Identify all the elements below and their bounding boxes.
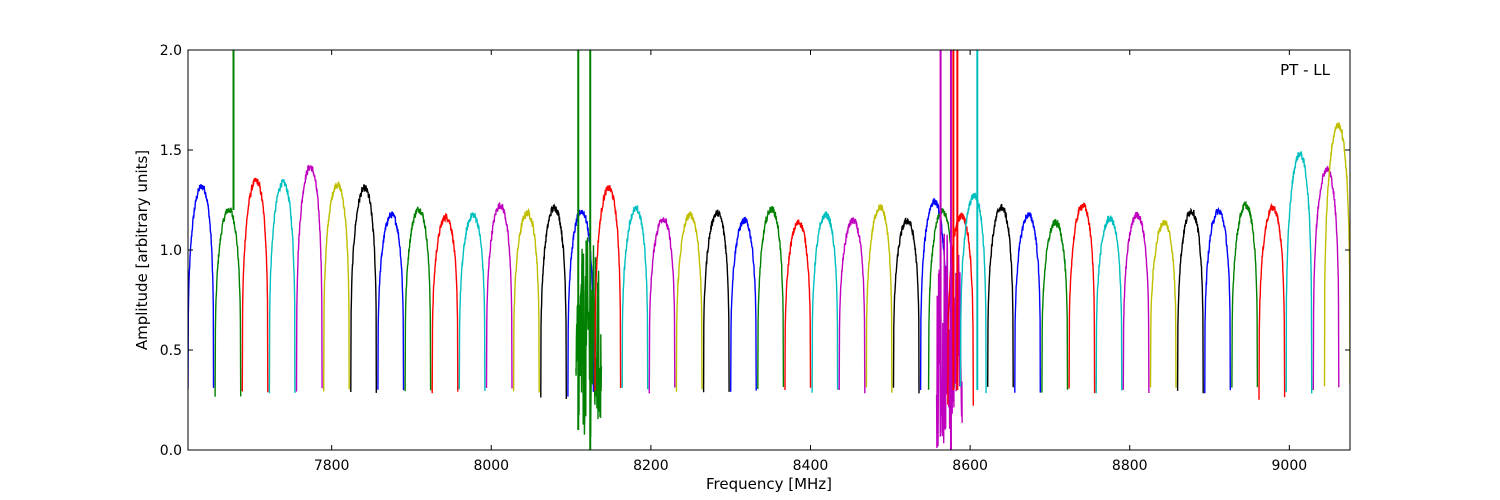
- x-tick-label-5: 8600: [952, 458, 988, 474]
- series-line-22: [730, 216, 757, 392]
- y-tick-label-3: 1.0: [160, 243, 182, 259]
- series-line-12: [485, 202, 513, 389]
- y-tick-label-5: 2.0: [160, 43, 182, 59]
- series-line-8: [377, 211, 405, 391]
- series-line-4: [268, 179, 296, 394]
- series-line-16: [575, 237, 603, 438]
- series-line-27: [865, 204, 893, 393]
- ticks-layer: 7800 8000 8200 8400 8600 8800 9000 0.0 0.5 1.0 1.5…: [160, 43, 1350, 474]
- series-line-11: [458, 211, 486, 391]
- series-layer: [188, 50, 1350, 450]
- series-line-21: [702, 209, 730, 393]
- series-line-41: [1176, 207, 1204, 394]
- series-line-3: [241, 177, 269, 393]
- series-line-39: [1122, 211, 1150, 394]
- series-line-5: [295, 164, 323, 392]
- series-line-29: [919, 198, 947, 391]
- x-tick-label-7: 9000: [1272, 458, 1308, 474]
- series-line-25: [811, 211, 839, 393]
- series-line-10: [431, 212, 459, 394]
- y-tick-label-1: 0.0: [160, 443, 182, 459]
- x-axis-label: Frequency [MHz]: [706, 475, 832, 493]
- x-tick-label-2: 8000: [473, 458, 509, 474]
- x-tick-label-4: 8400: [793, 458, 829, 474]
- series-line-23: [757, 206, 785, 390]
- series-line-13: [512, 207, 540, 393]
- series-line-24: [784, 219, 812, 391]
- series-line-40: [1149, 219, 1177, 388]
- series-line-7: [350, 184, 377, 393]
- plot-area: [188, 50, 1350, 450]
- y-axis-label: Amplitude [arbitrary units]: [133, 150, 151, 350]
- series-line-45: [1285, 150, 1313, 394]
- series-line-44: [1258, 202, 1286, 400]
- series-line-26: [838, 217, 866, 394]
- series-line-14: [540, 203, 567, 400]
- series-line-28: [892, 217, 920, 394]
- series-line-46: [1312, 166, 1340, 391]
- series-line-37: [1068, 202, 1096, 394]
- series-line-2: [214, 207, 242, 397]
- series-line-6: [323, 181, 350, 392]
- series-line-38: [1095, 215, 1123, 394]
- chart-annotation: PT - LL: [1280, 61, 1331, 79]
- x-tick-label-6: 8800: [1112, 458, 1148, 474]
- series-line-20: [675, 211, 703, 392]
- x-tick-label-1: 7800: [314, 458, 350, 474]
- series-line-1: [188, 184, 215, 389]
- y-tick-label-4: 1.5: [160, 143, 182, 159]
- series-line-36: [1041, 219, 1069, 393]
- series-line-43: [1231, 200, 1259, 388]
- series-line-33: [959, 192, 987, 394]
- series-line-18: [621, 204, 649, 390]
- series-line-32: [947, 212, 974, 406]
- series-line-42: [1204, 206, 1232, 394]
- series-line-15: [567, 209, 595, 397]
- series-line-47: [1323, 122, 1350, 387]
- series-line-19: [648, 216, 676, 394]
- y-tick-label-2: 0.5: [160, 343, 182, 359]
- series-line-17: [594, 185, 622, 391]
- series-line-9: [404, 206, 432, 392]
- series-line-35: [1014, 212, 1042, 393]
- series-line-34: [987, 203, 1014, 388]
- x-tick-label-3: 8200: [633, 458, 669, 474]
